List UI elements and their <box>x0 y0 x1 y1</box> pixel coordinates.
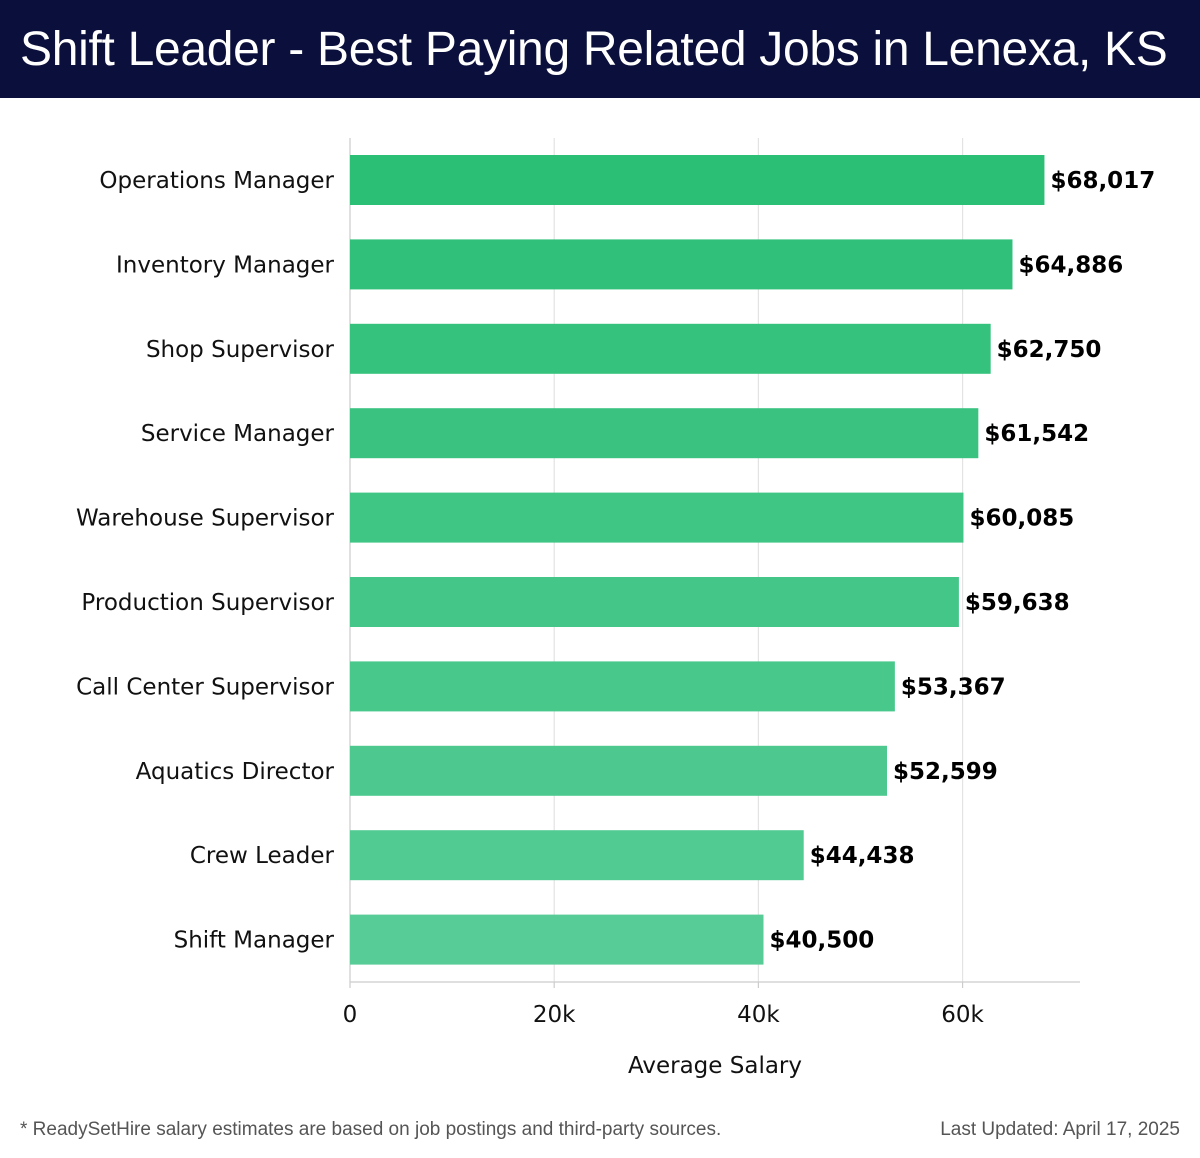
page-title: Shift Leader - Best Paying Related Jobs … <box>20 23 1168 76</box>
category-label: Warehouse Supervisor <box>76 506 335 532</box>
x-tick-label: 60k <box>941 1002 984 1028</box>
bar <box>350 323 991 374</box>
x-tick-label: 0 <box>343 1002 358 1028</box>
category-label: Production Supervisor <box>81 590 334 616</box>
category-label: Shop Supervisor <box>146 337 335 363</box>
category-label: Crew Leader <box>190 843 335 869</box>
bar <box>350 492 964 543</box>
value-label: $52,599 <box>893 759 998 785</box>
value-label: $44,438 <box>810 843 915 869</box>
footer-note: * ReadySetHire salary estimates are base… <box>20 1119 722 1140</box>
bar <box>350 239 1013 290</box>
value-label: $62,750 <box>997 337 1102 363</box>
x-tick-label: 40k <box>737 1002 780 1028</box>
value-label: $68,017 <box>1050 168 1155 194</box>
x-tick-label: 20k <box>533 1002 576 1028</box>
bar <box>350 408 979 459</box>
category-label: Inventory Manager <box>116 252 335 278</box>
last-updated: Last Updated: April 17, 2025 <box>940 1119 1180 1140</box>
category-label: Operations Manager <box>99 168 334 194</box>
bar <box>350 661 895 712</box>
category-label: Service Manager <box>141 421 335 447</box>
value-label: $59,638 <box>965 590 1070 616</box>
value-label: $64,886 <box>1018 252 1123 278</box>
value-label: $60,085 <box>969 506 1074 532</box>
category-label: Shift Manager <box>174 928 335 954</box>
bar <box>350 830 804 881</box>
bar <box>350 914 764 965</box>
bar <box>350 155 1045 205</box>
value-label: $40,500 <box>769 928 874 954</box>
x-axis-title: Average Salary <box>628 1053 802 1079</box>
category-label: Call Center Supervisor <box>76 674 334 700</box>
bar <box>350 745 888 796</box>
value-label: $61,542 <box>984 421 1089 447</box>
value-label: $53,367 <box>901 674 1006 700</box>
header-bar: Shift Leader - Best Paying Related Jobs … <box>0 0 1200 98</box>
bar <box>350 577 959 627</box>
category-label: Aquatics Director <box>136 759 335 785</box>
salary-bar-chart: Operations Manager $68,017 Inventory Manag… <box>76 138 1155 1079</box>
